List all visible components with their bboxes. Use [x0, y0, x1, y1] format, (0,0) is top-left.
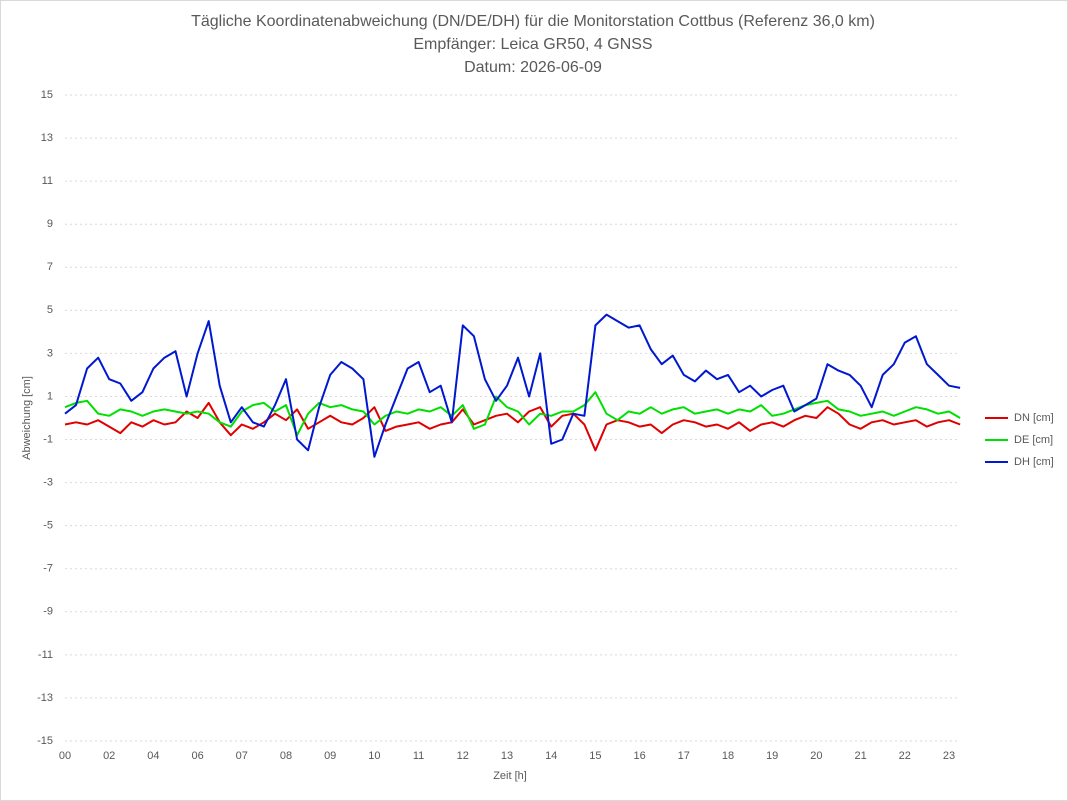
y-tick-label: -7: [43, 563, 53, 575]
x-axis-title: Zeit [h]: [493, 770, 527, 782]
x-tick-label: 14: [545, 750, 557, 762]
y-tick-label: -11: [38, 649, 53, 661]
x-tick-label: 20: [810, 750, 822, 762]
x-tick-label: 09: [324, 750, 336, 762]
data-line: [64, 401, 961, 452]
y-tick-label: 3: [47, 347, 53, 359]
x-tick-label: 12: [457, 750, 469, 762]
x-tick-label: 06: [191, 750, 203, 762]
chart-subtitle: Datum: 2026-06-09: [464, 59, 602, 76]
data-line: [64, 313, 961, 458]
y-tick-label: -1: [43, 433, 53, 445]
y-tick-label: -5: [43, 520, 53, 532]
y-tick-label: 5: [47, 304, 53, 316]
x-tick-label: 02: [103, 750, 115, 762]
x-tick-label: 00: [59, 750, 71, 762]
legend-label: DN [cm]: [1014, 412, 1054, 424]
y-tick-label: 13: [41, 132, 53, 144]
y-tick-label: 15: [41, 89, 53, 101]
x-tick-label: 13: [501, 750, 513, 762]
x-tick-label: 18: [722, 750, 734, 762]
y-tick-label: 11: [42, 175, 53, 187]
x-tick-label: 08: [280, 750, 292, 762]
data-line: [64, 391, 961, 437]
y-axis-title: Abweichung [cm]: [21, 376, 33, 460]
x-tick-label: 22: [899, 750, 911, 762]
x-tick-label: 10: [368, 750, 380, 762]
y-tick-label: -9: [43, 606, 53, 618]
x-tick-label: 07: [236, 750, 248, 762]
legend-label: DE [cm]: [1014, 434, 1053, 446]
y-tick-label: 7: [47, 261, 53, 273]
y-tick-label: -15: [37, 735, 53, 747]
x-tick-label: 16: [633, 750, 645, 762]
y-tick-label: 1: [47, 390, 53, 402]
x-tick-label: 17: [678, 750, 690, 762]
y-tick-label: -3: [43, 477, 53, 489]
x-tick-label: 04: [147, 750, 159, 762]
chart-subtitle: Empfänger: Leica GR50, 4 GNSS: [413, 36, 652, 53]
legend-label: DH [cm]: [1014, 456, 1054, 468]
x-tick-label: 15: [589, 750, 601, 762]
chart-title: Tägliche Koordinatenabweichung (DN/DE/DH…: [191, 13, 875, 30]
x-tick-label: 23: [943, 750, 955, 762]
y-tick-label: -13: [37, 692, 53, 704]
x-tick-label: 21: [854, 750, 866, 762]
y-tick-label: 9: [47, 218, 53, 230]
x-tick-label: 19: [766, 750, 778, 762]
x-tick-label: 11: [413, 750, 424, 762]
